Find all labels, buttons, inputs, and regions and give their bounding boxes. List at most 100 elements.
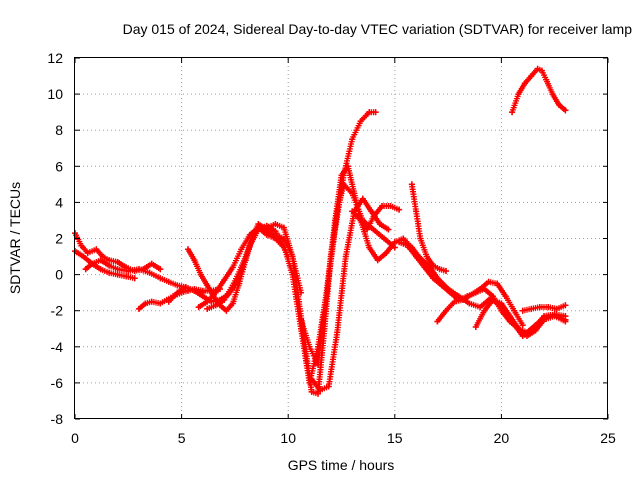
data-point bbox=[519, 322, 526, 329]
series-trace bbox=[73, 232, 162, 273]
data-point bbox=[135, 266, 142, 273]
data-point bbox=[528, 305, 535, 312]
data-point bbox=[498, 300, 505, 307]
data-point bbox=[562, 318, 569, 325]
data-point bbox=[532, 327, 539, 334]
data-point bbox=[306, 343, 313, 350]
data-point bbox=[84, 249, 91, 256]
y-tick-label: -6 bbox=[51, 375, 64, 391]
data-point bbox=[114, 258, 121, 265]
data-point bbox=[338, 172, 345, 179]
x-tick-label: 10 bbox=[280, 430, 296, 446]
data-point bbox=[221, 277, 228, 284]
data-point bbox=[315, 390, 322, 397]
y-tick-label: 0 bbox=[55, 267, 63, 283]
data-point bbox=[184, 246, 191, 253]
data-point bbox=[447, 289, 454, 296]
data-point bbox=[379, 203, 386, 210]
data-point bbox=[543, 76, 550, 83]
data-point bbox=[236, 280, 243, 287]
data-point bbox=[413, 208, 420, 215]
data-point bbox=[125, 267, 132, 274]
data-point bbox=[204, 282, 211, 289]
data-point bbox=[317, 387, 324, 394]
y-tick-label: -2 bbox=[51, 303, 64, 319]
series-arc-k bbox=[308, 195, 392, 394]
data-point bbox=[509, 109, 516, 116]
data-point bbox=[272, 228, 279, 235]
data-point bbox=[246, 231, 253, 238]
series-arc-q bbox=[519, 302, 569, 314]
data-point bbox=[148, 298, 155, 305]
data-point bbox=[511, 307, 518, 314]
data-point bbox=[280, 224, 287, 231]
series-trace bbox=[299, 165, 401, 366]
data-point bbox=[523, 332, 530, 339]
data-point bbox=[323, 289, 330, 296]
data-point bbox=[334, 329, 341, 336]
data-point bbox=[229, 300, 236, 307]
data-point bbox=[174, 289, 181, 296]
data-point bbox=[460, 296, 467, 303]
data-point bbox=[553, 305, 560, 312]
data-point bbox=[325, 383, 332, 390]
data-point bbox=[315, 361, 322, 368]
data-point bbox=[366, 244, 373, 251]
data-point bbox=[366, 109, 373, 116]
data-point bbox=[93, 246, 100, 253]
y-tick-label: 6 bbox=[55, 158, 63, 174]
y-tick-label: 10 bbox=[47, 86, 63, 102]
x-tick-label: 15 bbox=[387, 430, 403, 446]
series-trace bbox=[511, 67, 567, 114]
data-point bbox=[106, 257, 113, 264]
data-point bbox=[538, 67, 545, 74]
data-point bbox=[396, 206, 403, 213]
data-point bbox=[297, 316, 304, 323]
data-point bbox=[131, 275, 138, 282]
data-point bbox=[551, 313, 558, 320]
data-point bbox=[135, 305, 142, 312]
data-point bbox=[562, 313, 569, 320]
y-tick-label: -8 bbox=[51, 411, 64, 427]
data-point bbox=[400, 235, 407, 242]
data-point bbox=[385, 226, 392, 233]
data-point bbox=[106, 269, 113, 276]
data-point bbox=[191, 287, 198, 294]
series-arc-o bbox=[434, 278, 526, 329]
data-point bbox=[528, 73, 535, 80]
data-point bbox=[157, 275, 164, 282]
data-point bbox=[555, 101, 562, 108]
data-point bbox=[376, 221, 383, 228]
data-point bbox=[114, 266, 121, 273]
data-point bbox=[97, 257, 104, 264]
data-point bbox=[142, 300, 149, 307]
series-arc-p bbox=[472, 296, 569, 339]
y-axis-label: SDTVAR / TECUs bbox=[7, 182, 23, 294]
data-point bbox=[221, 296, 228, 303]
data-point bbox=[78, 242, 85, 249]
data-point bbox=[515, 91, 522, 98]
data-point bbox=[182, 284, 189, 291]
data-point bbox=[434, 318, 441, 325]
data-point bbox=[229, 282, 236, 289]
data-point bbox=[204, 298, 211, 305]
data-point bbox=[549, 91, 556, 98]
data-point bbox=[472, 323, 479, 330]
data-point bbox=[157, 266, 164, 273]
data-point bbox=[502, 293, 509, 300]
series-arc-r bbox=[509, 65, 569, 116]
chart-title: Day 015 of 2024, Sidereal Day-to-day VTE… bbox=[123, 21, 633, 37]
x-tick-label: 20 bbox=[494, 430, 510, 446]
data-point bbox=[381, 235, 388, 242]
data-point bbox=[223, 307, 230, 314]
y-tick-label: 8 bbox=[55, 122, 63, 138]
data-point bbox=[351, 190, 358, 197]
data-point bbox=[468, 291, 475, 298]
data-point bbox=[359, 195, 366, 202]
data-point bbox=[197, 271, 204, 278]
data-point bbox=[204, 305, 211, 312]
data-point bbox=[521, 80, 528, 87]
data-point bbox=[157, 300, 164, 307]
data-point bbox=[374, 257, 381, 264]
data-point bbox=[451, 298, 458, 305]
